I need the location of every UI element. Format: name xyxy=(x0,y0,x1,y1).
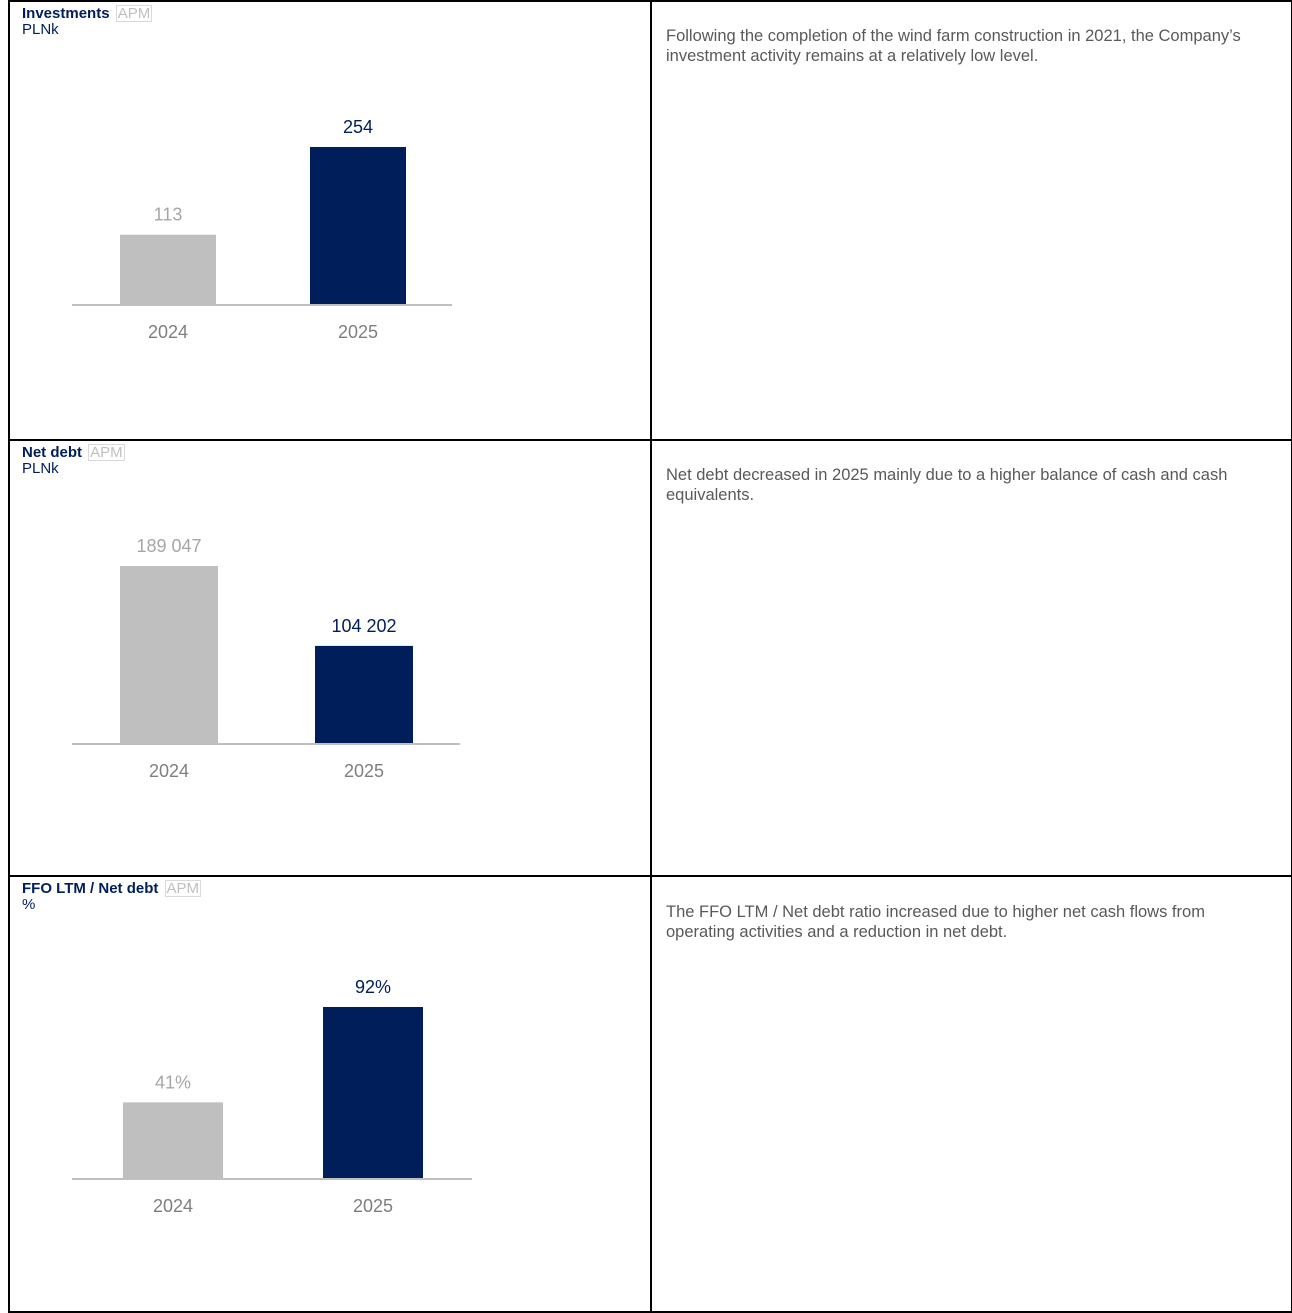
investments-bar-chart: 113 2024 254 2025 xyxy=(72,117,452,342)
chart-cell-net-debt: Net debt APM PLNk 189 047 2024 104 202 2025 xyxy=(8,439,652,877)
data-label-2024: 41% xyxy=(155,1072,191,1092)
unit-label: PLNk xyxy=(22,460,59,477)
apm-badge: APM xyxy=(115,5,153,22)
bar-2025 xyxy=(323,1007,423,1179)
bar-2025 xyxy=(310,147,406,305)
x-tick-label-2024: 2024 xyxy=(149,761,189,781)
panel-row-net-debt: Net debt APM PLNk 189 047 2024 104 202 2025… xyxy=(8,439,1292,877)
x-tick-label-2024: 2024 xyxy=(153,1196,193,1216)
chart-title: Investments xyxy=(22,5,110,22)
commentary-cell-net-debt: Net debt decreased in 2025 mainly due to… xyxy=(650,439,1292,877)
x-tick-label-2025: 2025 xyxy=(353,1196,393,1216)
commentary-text: Net debt decreased in 2025 mainly due to… xyxy=(666,466,1228,504)
apm-badge: APM xyxy=(88,444,125,461)
net-debt-bar-chart: 189 047 2024 104 202 2025 xyxy=(72,536,460,781)
apm-badge: APM xyxy=(164,880,202,897)
commentary-text: The FFO LTM / Net debt ratio increased d… xyxy=(666,903,1205,941)
commentary-cell-ffo-net-debt: The FFO LTM / Net debt ratio increased d… xyxy=(650,875,1292,1313)
x-tick-label-2025: 2025 xyxy=(344,761,384,781)
bar-2024 xyxy=(120,234,216,305)
data-label-2025: 254 xyxy=(343,117,373,137)
x-tick-label-2024: 2024 xyxy=(148,322,188,342)
chart-cell-investments: Investments APM PLNk 113 2024 254 2025 xyxy=(8,0,652,441)
commentary-cell-investments: Following the completion of the wind far… xyxy=(650,0,1292,441)
chart-cell-ffo-net-debt: FFO LTM / Net debt APM % 41% 2024 92% 2025 xyxy=(8,875,652,1313)
report-table: Investments APM PLNk 113 2024 254 2025 Foll… xyxy=(8,0,1292,1313)
bar-2025 xyxy=(315,645,413,744)
chart-header: FFO LTM / Net debt APM % xyxy=(22,880,202,913)
data-label-2025: 104 202 xyxy=(331,616,396,636)
data-label-2024: 189 047 xyxy=(136,536,201,556)
chart-title: FFO LTM / Net debt xyxy=(22,880,159,897)
commentary-text: Following the completion of the wind far… xyxy=(666,27,1241,65)
data-label-2025: 92% xyxy=(355,977,391,997)
unit-label: % xyxy=(22,896,36,913)
chart-header: Net debt APM PLNk xyxy=(22,444,125,477)
x-tick-label-2025: 2025 xyxy=(338,322,378,342)
unit-label: PLNk xyxy=(22,21,59,38)
bar-2024 xyxy=(120,566,218,744)
panel-row-investments: Investments APM PLNk 113 2024 254 2025 Foll… xyxy=(8,0,1292,441)
panel-row-ffo-net-debt: FFO LTM / Net debt APM % 41% 2024 92% 2025 … xyxy=(8,875,1292,1313)
ffo-net-debt-bar-chart: 41% 2024 92% 2025 xyxy=(72,977,472,1216)
chart-header: Investments APM PLNk xyxy=(22,5,153,38)
chart-title: Net debt xyxy=(22,444,82,461)
data-label-2024: 113 xyxy=(154,205,183,225)
bar-2024 xyxy=(123,1102,223,1179)
